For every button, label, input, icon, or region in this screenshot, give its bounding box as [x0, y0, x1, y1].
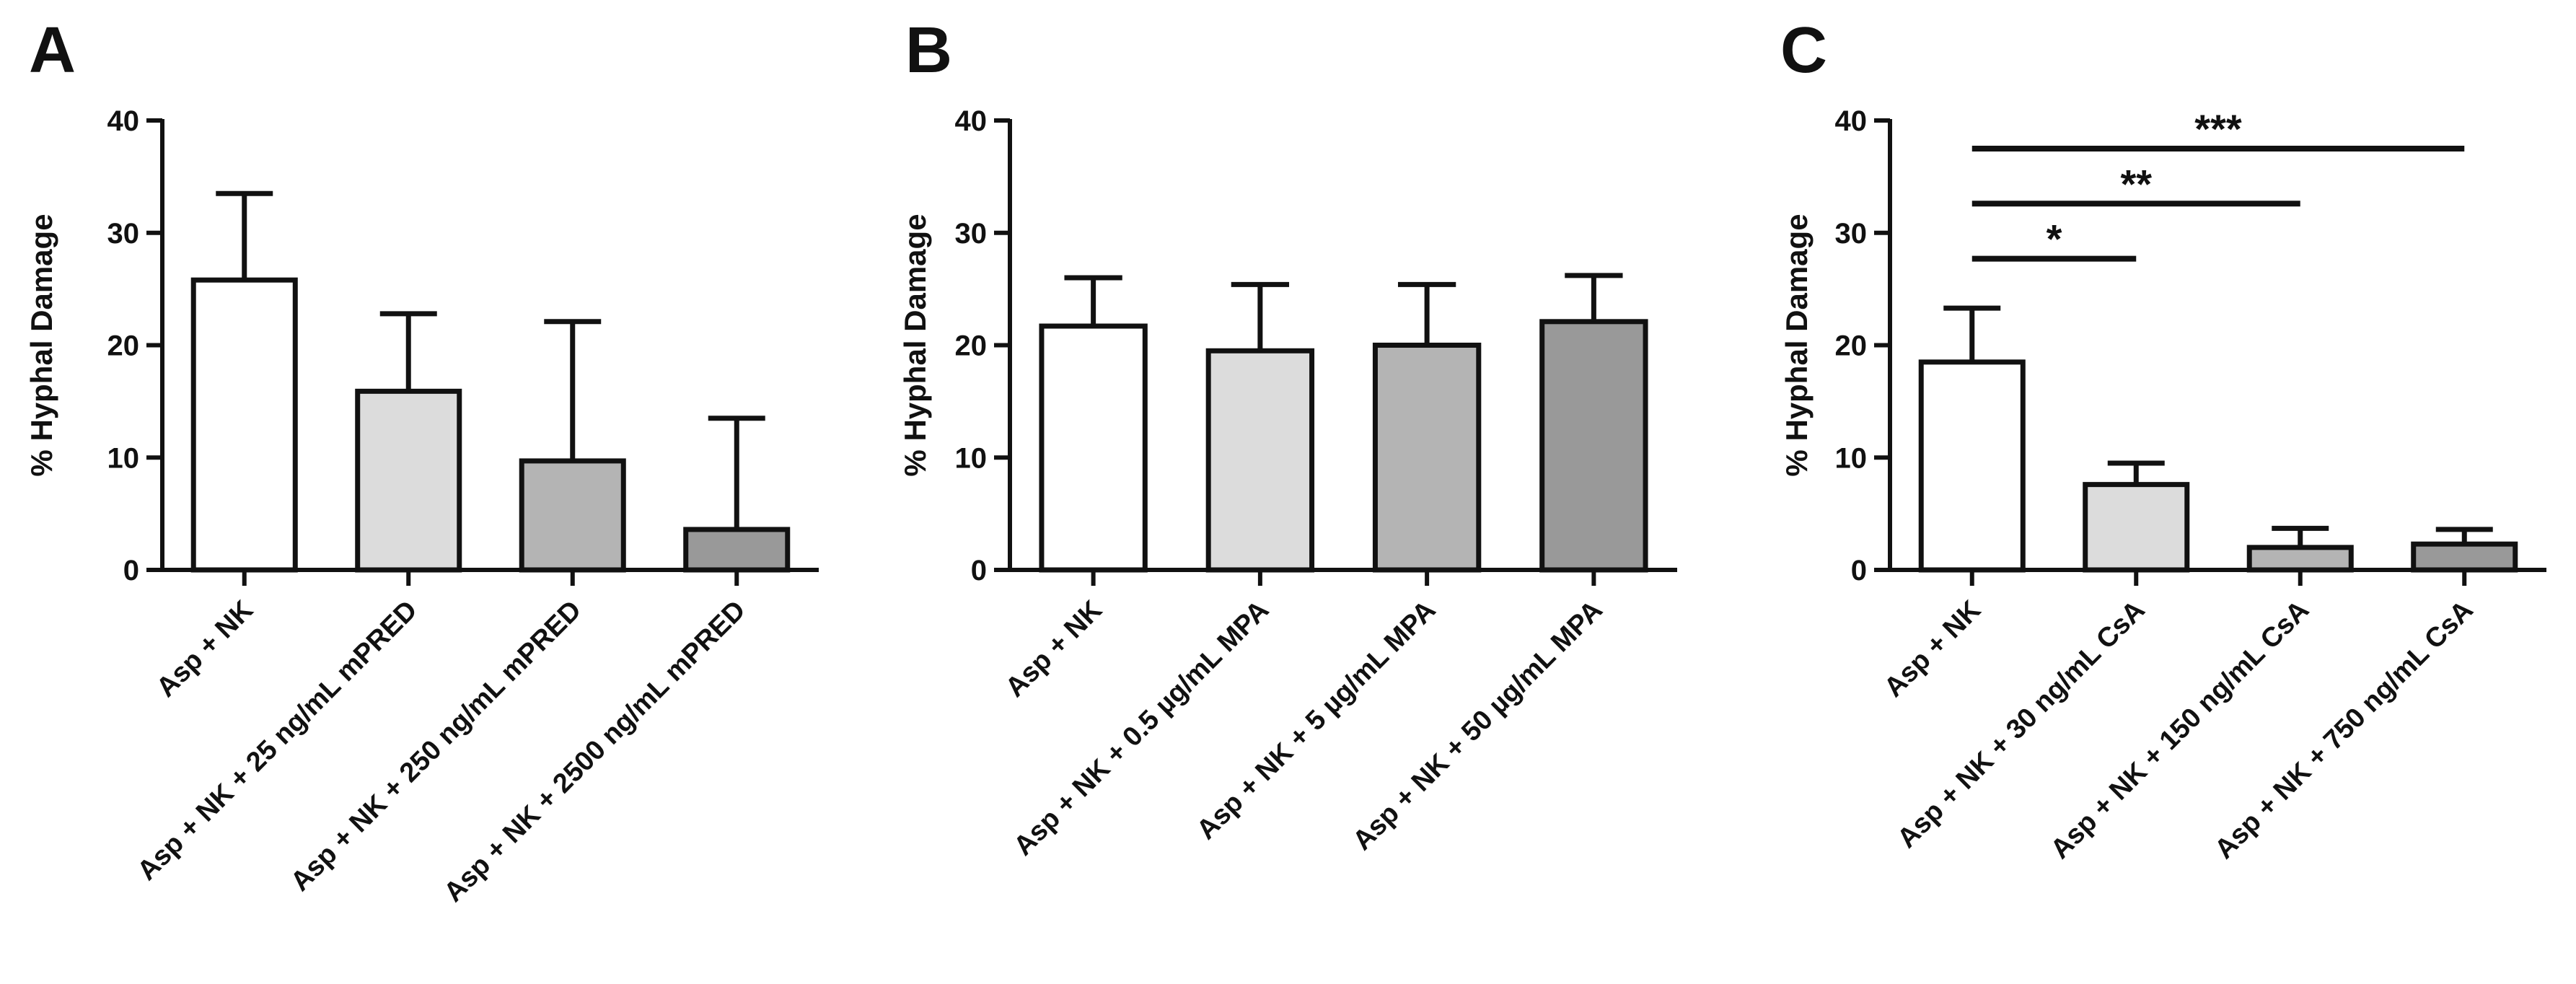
- y-axis-title: % Hyphal Damage: [25, 214, 58, 476]
- bar: [1205, 348, 1315, 573]
- y-tick-label: 0: [971, 555, 987, 587]
- panel-c-letter: C: [1780, 14, 1827, 87]
- y-tick-label: 0: [1851, 555, 1867, 587]
- category-label: Asp + NK + 150 ng/mL CsA: [2045, 595, 2315, 865]
- category-label: Asp + NK: [1878, 594, 1987, 703]
- y-tick-label: 30: [955, 218, 988, 250]
- y-tick-label: 20: [955, 330, 988, 362]
- y-axis-title: % Hyphal Damage: [898, 214, 932, 476]
- y-tick-label: 40: [955, 105, 988, 137]
- panel-a-letter: A: [29, 14, 76, 87]
- bar: [1039, 323, 1148, 573]
- bar: [1539, 319, 1648, 573]
- y-tick-label: 30: [107, 218, 140, 250]
- category-label: Asp + NK: [151, 594, 259, 703]
- bar: [1372, 343, 1482, 573]
- category-label: Asp + NK + 25 ng/mL mPRED: [132, 595, 423, 887]
- y-tick-label: 10: [107, 442, 140, 474]
- y-tick-label: 10: [955, 442, 988, 474]
- y-tick-label: 20: [107, 330, 140, 362]
- category-label: Asp + NK + 750 ng/mL CsA: [2209, 595, 2479, 865]
- significance-label: ***: [2194, 106, 2242, 151]
- panel-b-letter: B: [905, 14, 952, 87]
- y-tick-label: 20: [1835, 330, 1868, 362]
- bar: [1918, 359, 2026, 573]
- bar: [2083, 482, 2190, 573]
- y-tick-label: 30: [1835, 218, 1868, 250]
- significance-label: *: [2047, 216, 2062, 262]
- y-tick-label: 40: [107, 105, 140, 137]
- bar: [2411, 541, 2518, 573]
- panel-c: C 0 10 20 30 40 % Hyphal Damage Asp + NK Asp + …: [1780, 14, 2546, 865]
- y-tick-label: 0: [123, 555, 139, 587]
- y-tick-label: 10: [1835, 442, 1868, 474]
- y-tick-label: 40: [1835, 105, 1868, 137]
- bar: [355, 388, 462, 573]
- bar: [519, 458, 626, 573]
- bar: [683, 527, 791, 573]
- significance-label: **: [2120, 161, 2152, 206]
- bar: [190, 277, 298, 573]
- bar: [2246, 545, 2354, 573]
- category-label: Asp + NK + 2500 ng/mL mPRED: [439, 595, 752, 908]
- panel-c-plot: 0 10 20 30 40 % Hyphal Damage Asp + NK Asp + NK…: [1780, 105, 2546, 865]
- y-axis-title: % Hyphal Damage: [1780, 214, 1814, 476]
- category-label: Asp + NK + 250 ng/mL mPRED: [285, 595, 587, 897]
- category-label: Asp + NK: [1000, 594, 1108, 703]
